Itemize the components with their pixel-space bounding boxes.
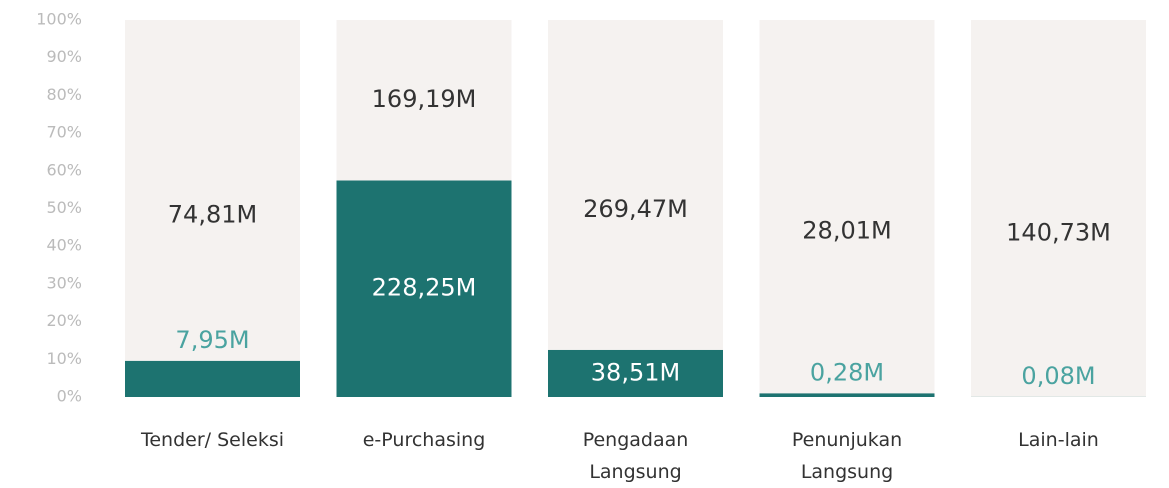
y-tick-label: 10% [46, 349, 82, 368]
bar-segment [759, 393, 935, 397]
value-label: 0,28M [810, 358, 884, 386]
y-tick-label: 100% [36, 10, 82, 29]
bar-segment [759, 20, 935, 394]
x-tick-label: Pengadaan Langsung [582, 429, 689, 483]
y-tick-label: 30% [46, 273, 82, 292]
value-label: 38,51M [591, 358, 680, 386]
value-label: 169,19M [372, 85, 477, 113]
value-label: 7,95M [175, 326, 249, 354]
y-tick-label: 80% [46, 85, 82, 104]
value-label: 269,47M [583, 195, 688, 223]
bar-segment [971, 20, 1146, 397]
bar-segment [336, 180, 512, 397]
y-tick-label: 0% [57, 387, 82, 406]
y-tick-label: 40% [46, 236, 82, 255]
bar-segment [548, 349, 723, 397]
x-tick-label: e-Purchasing [362, 429, 486, 451]
value-label: 74,81M [168, 200, 257, 228]
value-label: 0,08M [1021, 362, 1095, 390]
y-tick-label: 90% [46, 47, 82, 66]
y-tick-label: 50% [46, 198, 82, 217]
bar-segment [125, 20, 300, 361]
y-tick-label: 70% [46, 123, 82, 142]
bar-segment [336, 20, 512, 181]
x-tick-label: Lain-lain [1018, 429, 1099, 451]
y-tick-label: 60% [46, 160, 82, 179]
value-label: 28,01M [802, 217, 891, 245]
bar-segment [548, 20, 723, 350]
x-tick-label: Tender/ Seleksi [140, 429, 284, 451]
value-label: 140,73M [1006, 218, 1111, 246]
value-label: 228,25M [372, 274, 477, 302]
y-tick-label: 20% [46, 311, 82, 330]
bar-segment [125, 360, 300, 397]
x-tick-label: Penunjukan Langsung [791, 429, 903, 483]
